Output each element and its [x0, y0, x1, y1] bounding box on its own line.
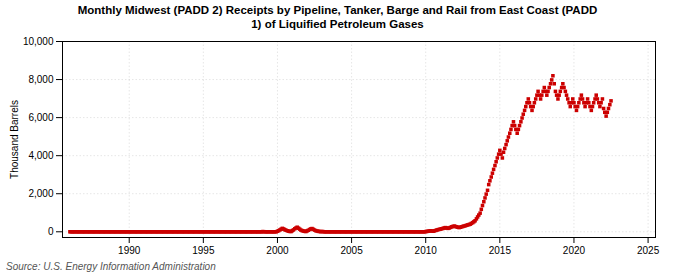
html-text:Source: U.S. Energy Informatio: Source: U.S. Energy Information Administ…: [6, 261, 216, 272]
svg-text:2025: 2025: [637, 245, 660, 256]
svg-text:2005: 2005: [340, 245, 363, 256]
svg-text:10,000: 10,000: [23, 36, 54, 47]
svg-text:6,000: 6,000: [28, 112, 53, 123]
svg-text:2000: 2000: [266, 245, 289, 256]
svg-text:2020: 2020: [563, 245, 586, 256]
svg-text:0: 0: [48, 226, 54, 237]
svg-text:2010: 2010: [415, 245, 438, 256]
svg-text:1990: 1990: [118, 245, 141, 256]
svg-text:1995: 1995: [192, 245, 215, 256]
svg-text:8,000: 8,000: [28, 74, 53, 85]
svg-text:Thousand Barrels: Thousand Barrels: [9, 100, 20, 179]
svg-text:2,000: 2,000: [28, 188, 53, 199]
svg-text:4,000: 4,000: [28, 150, 53, 161]
html-text:Monthly Midwest (PADD 2) Recei: Monthly Midwest (PADD 2) Receipts by Pip…: [77, 4, 598, 30]
svg-text:2015: 2015: [489, 245, 512, 256]
